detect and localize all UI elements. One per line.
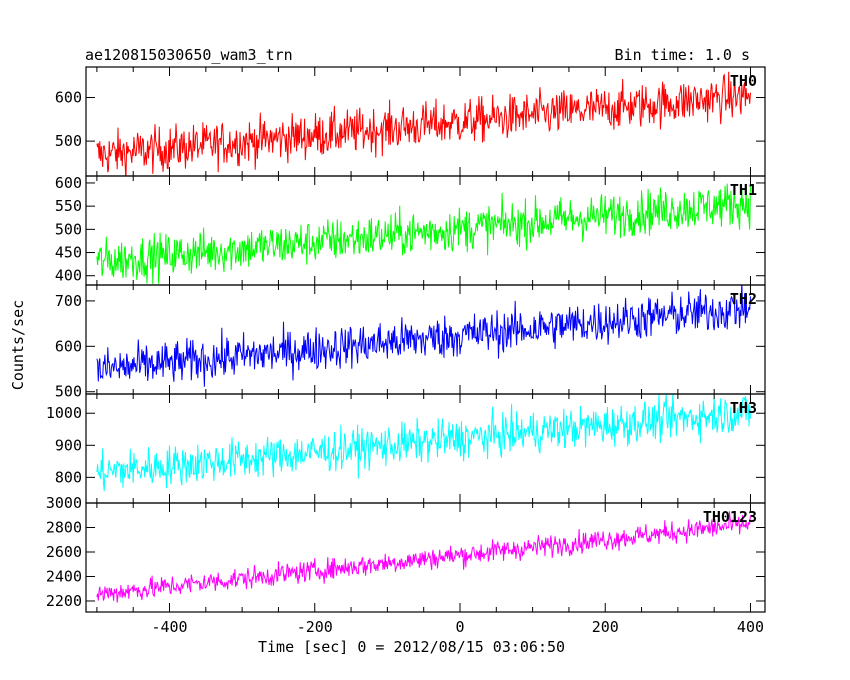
series-line-th0123 bbox=[96, 511, 751, 603]
panel-label-th1: TH1 bbox=[730, 181, 757, 199]
y-tick-label: 3000 bbox=[46, 494, 82, 512]
panel-label-th3: TH3 bbox=[730, 399, 757, 417]
panel-label-th0123: TH0123 bbox=[703, 508, 757, 526]
y-axis-label: Counts/sec bbox=[9, 299, 28, 391]
y-tick-label: 600 bbox=[55, 337, 82, 355]
bin-time-label: Bin time: 1.0 s bbox=[614, 46, 750, 64]
y-tick-label: 550 bbox=[55, 197, 82, 215]
y-tick-label: 2600 bbox=[46, 543, 82, 561]
y-tick-label: 700 bbox=[55, 292, 82, 310]
y-tick-label: 900 bbox=[55, 436, 82, 454]
series-line-th0 bbox=[96, 71, 751, 176]
x-tick-label: 200 bbox=[592, 618, 619, 636]
y-tick-label: 600 bbox=[55, 89, 82, 107]
panel-label-th0: TH0 bbox=[730, 72, 757, 90]
y-tick-label: 2400 bbox=[46, 567, 82, 585]
chart-title: ae120815030650_wam3_trn bbox=[85, 46, 293, 64]
x-axis-label: Time [sec] 0 = 2012/08/15 03:06:50 bbox=[258, 638, 566, 656]
y-tick-label: 500 bbox=[55, 383, 82, 401]
y-tick-label: 400 bbox=[55, 267, 82, 285]
x-tick-label: 400 bbox=[737, 618, 764, 636]
y-tick-label: 450 bbox=[55, 244, 82, 262]
series-line-th2 bbox=[96, 285, 751, 387]
series-line-th3 bbox=[96, 394, 751, 492]
panel-frame-th0123 bbox=[85, 502, 766, 613]
x-tick-label: 0 bbox=[455, 618, 464, 636]
panel-label-th2: TH2 bbox=[730, 290, 757, 308]
y-tick-label: 500 bbox=[55, 132, 82, 150]
y-tick-label: 600 bbox=[55, 174, 82, 192]
y-tick-label: 1000 bbox=[46, 404, 82, 422]
x-tick-label: -400 bbox=[151, 618, 187, 636]
y-tick-label: 2800 bbox=[46, 518, 82, 536]
y-tick-label: 2200 bbox=[46, 592, 82, 610]
series-line-th1 bbox=[96, 183, 751, 285]
y-tick-label: 800 bbox=[55, 468, 82, 486]
x-tick-label: -200 bbox=[297, 618, 333, 636]
y-tick-label: 500 bbox=[55, 220, 82, 238]
